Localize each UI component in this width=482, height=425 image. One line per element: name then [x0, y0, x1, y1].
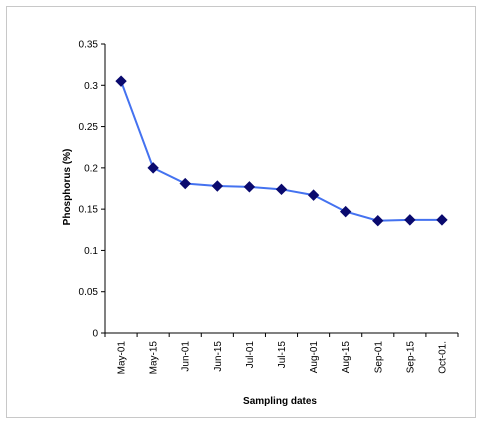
x-tick-label: Jul-01 — [245, 341, 256, 369]
x-tick-label: May-01 — [117, 341, 128, 375]
x-tick-label: Jun-01 — [181, 341, 192, 372]
x-tick-label: Aug-01 — [309, 341, 320, 374]
series-line — [120, 80, 442, 222]
x-tick-label: May-15 — [149, 341, 160, 375]
y-tick-labels: 0 0.05 0.1 0.15 0.2 0.25 0.3 0.35 — [79, 40, 99, 340]
x-tick-labels: May-01 May-15 Jun-01 Jun-15 Jul-01 Jul-15 Aug-… — [117, 341, 449, 375]
chart-axes — [101, 43, 459, 337]
x-tick-label: Sep-01 — [373, 341, 384, 374]
y-tick-label: 0.2 — [84, 163, 98, 174]
x-axis-title: Sampling dates — [243, 396, 317, 407]
series-layer — [115, 75, 448, 227]
y-tick-label: 0.3 — [84, 81, 98, 92]
x-tick-label: Oct-01. — [437, 341, 448, 374]
data-point-marker — [243, 181, 256, 193]
data-point-marker — [372, 214, 384, 227]
chart-frame — [6, 6, 476, 418]
x-tick-label: Jul-15 — [277, 341, 288, 369]
y-tick-label: 0.15 — [79, 205, 99, 216]
data-point-marker — [275, 183, 288, 196]
y-tick-label: 0.1 — [84, 246, 98, 257]
data-point-marker — [404, 214, 416, 226]
x-tick-label: Jun-15 — [213, 341, 224, 372]
y-tick-label: 0 — [92, 329, 98, 340]
data-point-marker — [147, 162, 159, 174]
y-axis-title: Phosphorus (%) — [62, 149, 73, 226]
data-point-marker — [115, 75, 127, 87]
data-point-marker — [436, 214, 448, 226]
x-tick-label: Sep-15 — [405, 341, 416, 374]
x-tick-label: Aug-15 — [341, 341, 352, 374]
data-point-marker — [307, 189, 320, 201]
y-tick-label: 0.25 — [79, 122, 99, 133]
data-point-marker — [211, 180, 224, 192]
data-point-marker — [339, 205, 352, 218]
data-point-marker — [179, 177, 191, 190]
y-tick-label: 0.35 — [79, 40, 99, 51]
y-tick-label: 0.05 — [79, 287, 99, 298]
